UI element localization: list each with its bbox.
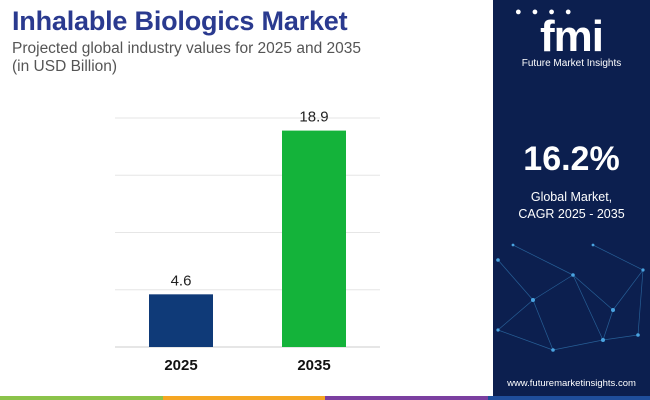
chart-unit-note: (in USD Billion) <box>12 58 118 75</box>
logo-icons: ●●●● <box>515 6 582 18</box>
website-url: www.futuremarketinsights.com <box>507 378 636 389</box>
bar-2035 <box>282 130 346 347</box>
x-tick-2025: 2025 <box>164 357 197 374</box>
data-label-2025: 4.6 <box>171 272 192 289</box>
cagr-label-line1: Global Market, <box>530 190 613 204</box>
data-label-2035: 18.9 <box>299 109 328 126</box>
cagr-label-line2: CAGR 2025 - 2035 <box>518 207 625 221</box>
x-tick-2035: 2035 <box>297 357 330 374</box>
cagr-value: 16.2% <box>523 140 620 178</box>
bottom-bar-segment <box>0 396 163 400</box>
logo-caption: Future Market Insights <box>521 58 622 69</box>
bottom-bar-segment <box>325 396 488 400</box>
network-decoration <box>496 243 645 352</box>
bar-2025 <box>149 294 213 347</box>
bottom-bar-segment <box>162 396 325 400</box>
sidebar-panel: ●●●● fmi Future Market Insights 16.2% Gl… <box>493 0 650 400</box>
bottom-bar-segment <box>487 396 650 400</box>
chart-title: Inhalable Biologics Market <box>12 6 348 36</box>
bar-chart: 4.6 2025 18.9 2035 <box>115 109 380 374</box>
bottom-color-bar <box>0 396 650 400</box>
company-logo: fmi <box>540 12 604 61</box>
chart-subtitle: Projected global industry values for 202… <box>12 40 361 57</box>
